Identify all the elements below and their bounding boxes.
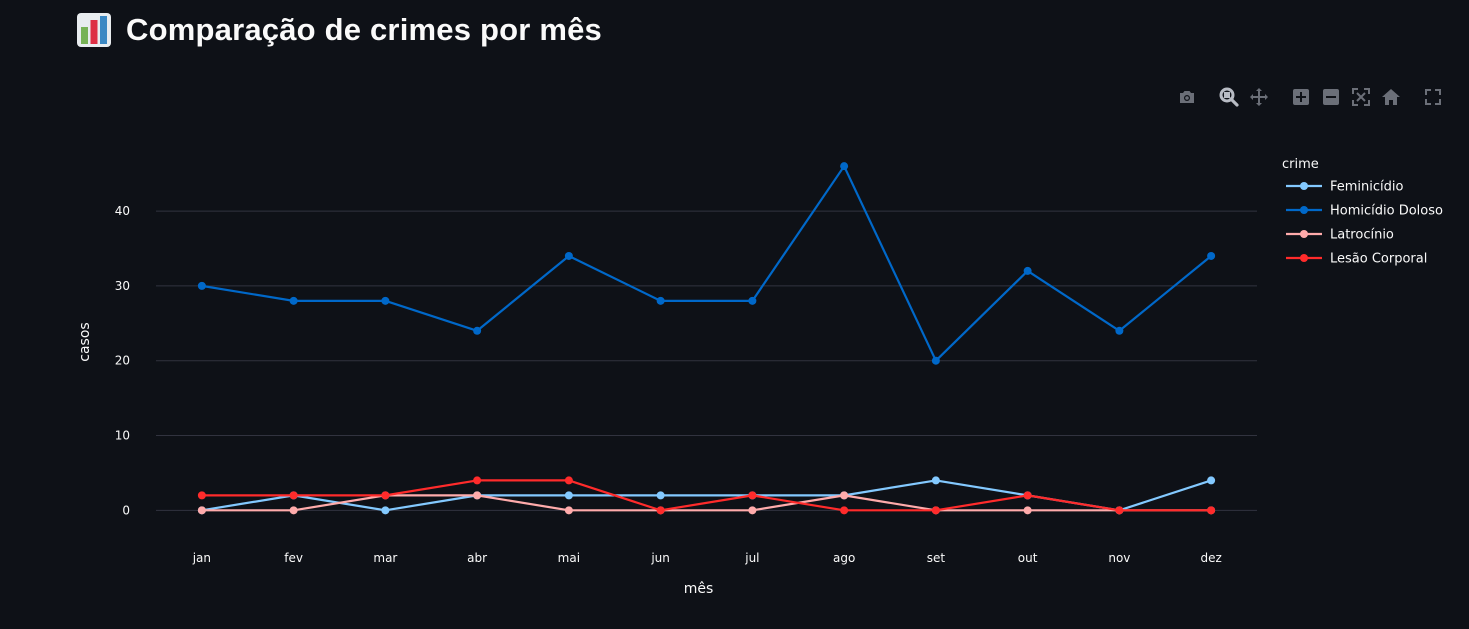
data-point[interactable]: [197, 506, 206, 515]
data-point[interactable]: [931, 476, 940, 485]
series-line-lesao-corporal: [201, 479, 1212, 512]
y-tick-label: 10: [115, 429, 130, 443]
x-tick-label: set: [927, 551, 946, 565]
data-point[interactable]: [473, 326, 482, 335]
data-point[interactable]: [289, 491, 298, 500]
data-point[interactable]: [197, 281, 206, 290]
x-tick-label: ago: [833, 551, 855, 565]
x-tick-label: jun: [650, 551, 670, 565]
data-point[interactable]: [656, 296, 665, 305]
legend-swatch-marker: [1300, 206, 1308, 214]
x-axis-title: mês: [684, 581, 714, 597]
x-tick-label: dez: [1200, 551, 1221, 565]
data-point[interactable]: [656, 491, 665, 500]
data-point[interactable]: [840, 491, 849, 500]
data-point[interactable]: [748, 296, 757, 305]
data-point[interactable]: [289, 506, 298, 515]
data-point[interactable]: [748, 506, 757, 515]
series-homicidio-doloso: [197, 162, 1216, 365]
data-point[interactable]: [1207, 251, 1216, 260]
y-tick-label: 20: [115, 354, 130, 368]
data-point[interactable]: [564, 251, 573, 260]
series-layer: [197, 162, 1216, 515]
data-point[interactable]: [1023, 266, 1032, 275]
legend-label: Lesão Corporal: [1330, 252, 1427, 267]
data-point[interactable]: [473, 491, 482, 500]
x-tick-label: fev: [284, 551, 303, 565]
data-point[interactable]: [840, 162, 849, 171]
pan-icon[interactable]: [1248, 86, 1270, 108]
data-point[interactable]: [931, 356, 940, 365]
legend-item[interactable]: Latrocínio: [1286, 228, 1394, 243]
zoom-out-icon[interactable]: [1320, 86, 1342, 108]
data-point[interactable]: [931, 506, 940, 515]
data-point[interactable]: [748, 491, 757, 500]
data-point[interactable]: [1023, 491, 1032, 500]
x-tick-label: nov: [1108, 551, 1130, 565]
data-point[interactable]: [1207, 476, 1216, 485]
data-point[interactable]: [564, 491, 573, 500]
data-point[interactable]: [840, 506, 849, 515]
x-tick-label: out: [1018, 551, 1038, 565]
legend-label: Homicídio Doloso: [1330, 204, 1443, 219]
y-tick-label: 0: [122, 503, 130, 517]
legend-swatch-marker: [1300, 182, 1308, 190]
reset-axes-icon[interactable]: [1380, 86, 1402, 108]
data-point[interactable]: [381, 296, 390, 305]
data-point[interactable]: [473, 476, 482, 485]
y-tick-label: 40: [115, 204, 130, 218]
camera-icon[interactable]: [1176, 86, 1198, 108]
zoom-icon[interactable]: [1218, 86, 1240, 108]
data-point[interactable]: [1115, 506, 1124, 515]
data-point[interactable]: [564, 506, 573, 515]
data-point[interactable]: [1207, 506, 1216, 515]
legend-item[interactable]: Lesão Corporal: [1286, 252, 1427, 267]
grid-layer: [156, 210, 1257, 511]
data-point[interactable]: [1115, 326, 1124, 335]
title-row: Comparação de crimes por mês: [76, 12, 602, 48]
legend-label: Feminicídio: [1330, 180, 1404, 195]
zoom-in-icon[interactable]: [1290, 86, 1312, 108]
autoscale-icon[interactable]: [1350, 86, 1372, 108]
legend: crime Feminicídio Homicídio Doloso Latrocín…: [1282, 157, 1443, 267]
data-point[interactable]: [381, 491, 390, 500]
page-title: Comparação de crimes por mês: [126, 12, 602, 47]
fullscreen-icon[interactable]: [1422, 86, 1444, 108]
data-point[interactable]: [656, 506, 665, 515]
axis-layer: 0 10 20 30 40 jan fev mar abr mai jun jul ago set out n…: [77, 204, 1222, 597]
series-line-homicidio-doloso: [201, 165, 1212, 362]
series-lesao-corporal: [197, 476, 1216, 515]
x-tick-label: mai: [558, 551, 580, 565]
legend-title: crime: [1282, 157, 1319, 172]
series-line-latrocinio: [201, 494, 1212, 512]
x-tick-label: abr: [467, 551, 487, 565]
chart-modebar: [1176, 86, 1452, 108]
legend-label: Latrocínio: [1330, 228, 1394, 243]
x-tick-label: jul: [744, 551, 759, 565]
data-point[interactable]: [289, 296, 298, 305]
y-tick-label: 30: [115, 279, 130, 293]
data-point[interactable]: [1023, 506, 1032, 515]
x-tick-label: jan: [192, 551, 211, 565]
legend-item[interactable]: Feminicídio: [1286, 180, 1404, 195]
legend-swatch-marker: [1300, 254, 1308, 262]
legend-item[interactable]: Homicídio Doloso: [1286, 204, 1443, 219]
legend-swatch-marker: [1300, 230, 1308, 238]
data-point[interactable]: [564, 476, 573, 485]
data-point[interactable]: [197, 491, 206, 500]
bar-chart-emoji-icon: [77, 13, 111, 47]
data-point[interactable]: [381, 506, 390, 515]
x-tick-label: mar: [373, 551, 397, 565]
y-axis-title: casos: [77, 322, 93, 361]
